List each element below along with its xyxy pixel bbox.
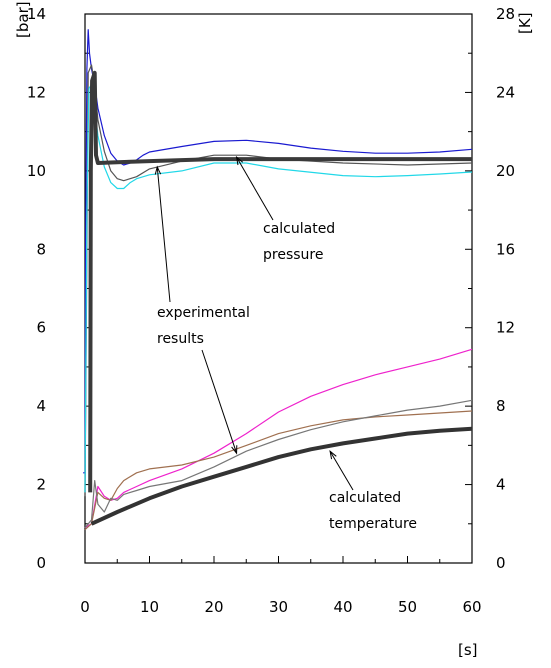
y-left-tick-label: 2: [36, 476, 46, 494]
x-tick-label: 20: [204, 598, 223, 616]
y-right-tick-label: 0: [496, 554, 506, 572]
series-line-8: [90, 426, 473, 526]
series-line-4: [88, 70, 472, 493]
annotation-arrow-head: [235, 155, 244, 166]
y-left-tick-label: 14: [27, 5, 46, 23]
annotation-text: temperature: [329, 516, 417, 532]
annotation-text: calculated: [329, 490, 401, 506]
x-axis-label: [s]: [458, 641, 478, 659]
y-right-tick-label: 20: [496, 162, 515, 180]
x-tick-label: 10: [140, 598, 159, 616]
annotation-text: experimental: [157, 305, 250, 321]
y-right-tick-label: 4: [496, 476, 506, 494]
annotation-arrow-head: [329, 449, 337, 460]
y-left-tick-label: 8: [36, 240, 46, 258]
y-left-tick-label: 10: [27, 162, 46, 180]
y-left-axis-label: [bar]: [14, 1, 32, 38]
y-left-tick-label: 12: [27, 83, 46, 101]
y-right-tick-label: 16: [496, 240, 515, 258]
x-tick-label: 30: [269, 598, 288, 616]
y-left-tick-label: 0: [36, 554, 46, 572]
annotation-text: calculated: [263, 221, 335, 237]
annotation-text: pressure: [263, 247, 323, 263]
y-right-tick-label: 28: [496, 5, 515, 23]
annotation-arrow: [329, 450, 354, 491]
y-left-tick-label: 4: [36, 397, 46, 415]
annotation-text: results: [157, 331, 204, 347]
y-right-tick-label: 8: [496, 397, 506, 415]
annotations-group: calculated pressure experimental results cal…: [154, 155, 417, 532]
x-tick-label: 50: [398, 598, 417, 616]
x-tick-label: 40: [333, 598, 352, 616]
annotation-arrow: [156, 166, 171, 303]
annotation-arrow: [236, 156, 274, 221]
series-line-5: [84, 348, 473, 529]
y-right-tick-label: 12: [496, 319, 515, 337]
x-tick-label: 0: [80, 598, 90, 616]
annotation-arrow: [201, 349, 238, 454]
series-line-6: [84, 410, 473, 531]
y-right-tick-label: 24: [496, 83, 515, 101]
plot-frame: [84, 13, 473, 564]
annotation-arrow-head: [154, 165, 162, 175]
x-tick-label: 60: [462, 598, 481, 616]
y-right-axis-label: [K]: [516, 12, 534, 34]
series-line-7: [84, 399, 473, 529]
annotation-arrow-head: [231, 445, 238, 455]
series-group: [83, 29, 473, 531]
y-left-tick-label: 6: [36, 319, 46, 337]
